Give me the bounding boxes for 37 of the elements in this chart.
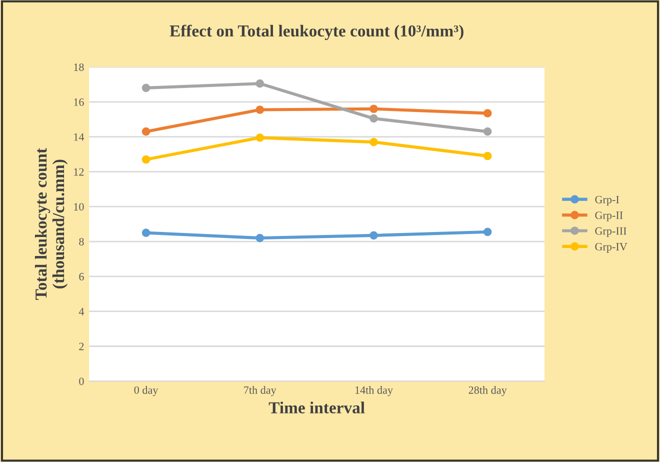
y-tick-label: 12 — [74, 168, 84, 176]
point — [256, 79, 264, 88]
y-tick-label: 8 — [79, 238, 84, 246]
chart-title: Effect on Total leukocyte count (10³/mm³) — [170, 24, 464, 40]
legend-label: Grp-IV — [595, 242, 628, 253]
point — [142, 155, 150, 164]
y-tick-label: 6 — [79, 272, 84, 280]
point — [142, 84, 150, 92]
point — [256, 234, 264, 242]
x-tick-label: 7th day — [244, 386, 276, 396]
point — [370, 104, 378, 114]
point — [483, 127, 492, 136]
y-tick-label: 10 — [74, 203, 84, 211]
point — [256, 106, 264, 114]
point — [256, 134, 264, 142]
y-axis-title: Total leukocyte count (thousand/cu.mm) — [34, 148, 68, 300]
legend-label: Grp-I — [595, 196, 620, 206]
y-tick-label: 16 — [74, 98, 84, 106]
y-tick-label: 0 — [79, 378, 84, 386]
y-tick-label: 4 — [78, 308, 84, 316]
x-tick-label: 0 day — [134, 386, 158, 396]
x-tick-label: 14th day — [355, 386, 393, 396]
x-axis-title: Time interval — [268, 402, 365, 414]
y-tick-label: 18 — [74, 63, 84, 71]
point — [370, 114, 378, 123]
y-tick-label: 2 — [79, 342, 84, 350]
y-tick-label: 14 — [74, 133, 84, 141]
point — [483, 228, 492, 236]
point — [370, 231, 378, 240]
legend-label: Grp-II — [595, 212, 623, 222]
point — [370, 138, 378, 146]
x-tick-label: 28th day — [468, 386, 507, 396]
point — [142, 127, 150, 136]
point — [142, 228, 150, 237]
point — [483, 109, 492, 118]
point — [483, 152, 492, 160]
legend-label: Grp-III — [595, 227, 626, 237]
